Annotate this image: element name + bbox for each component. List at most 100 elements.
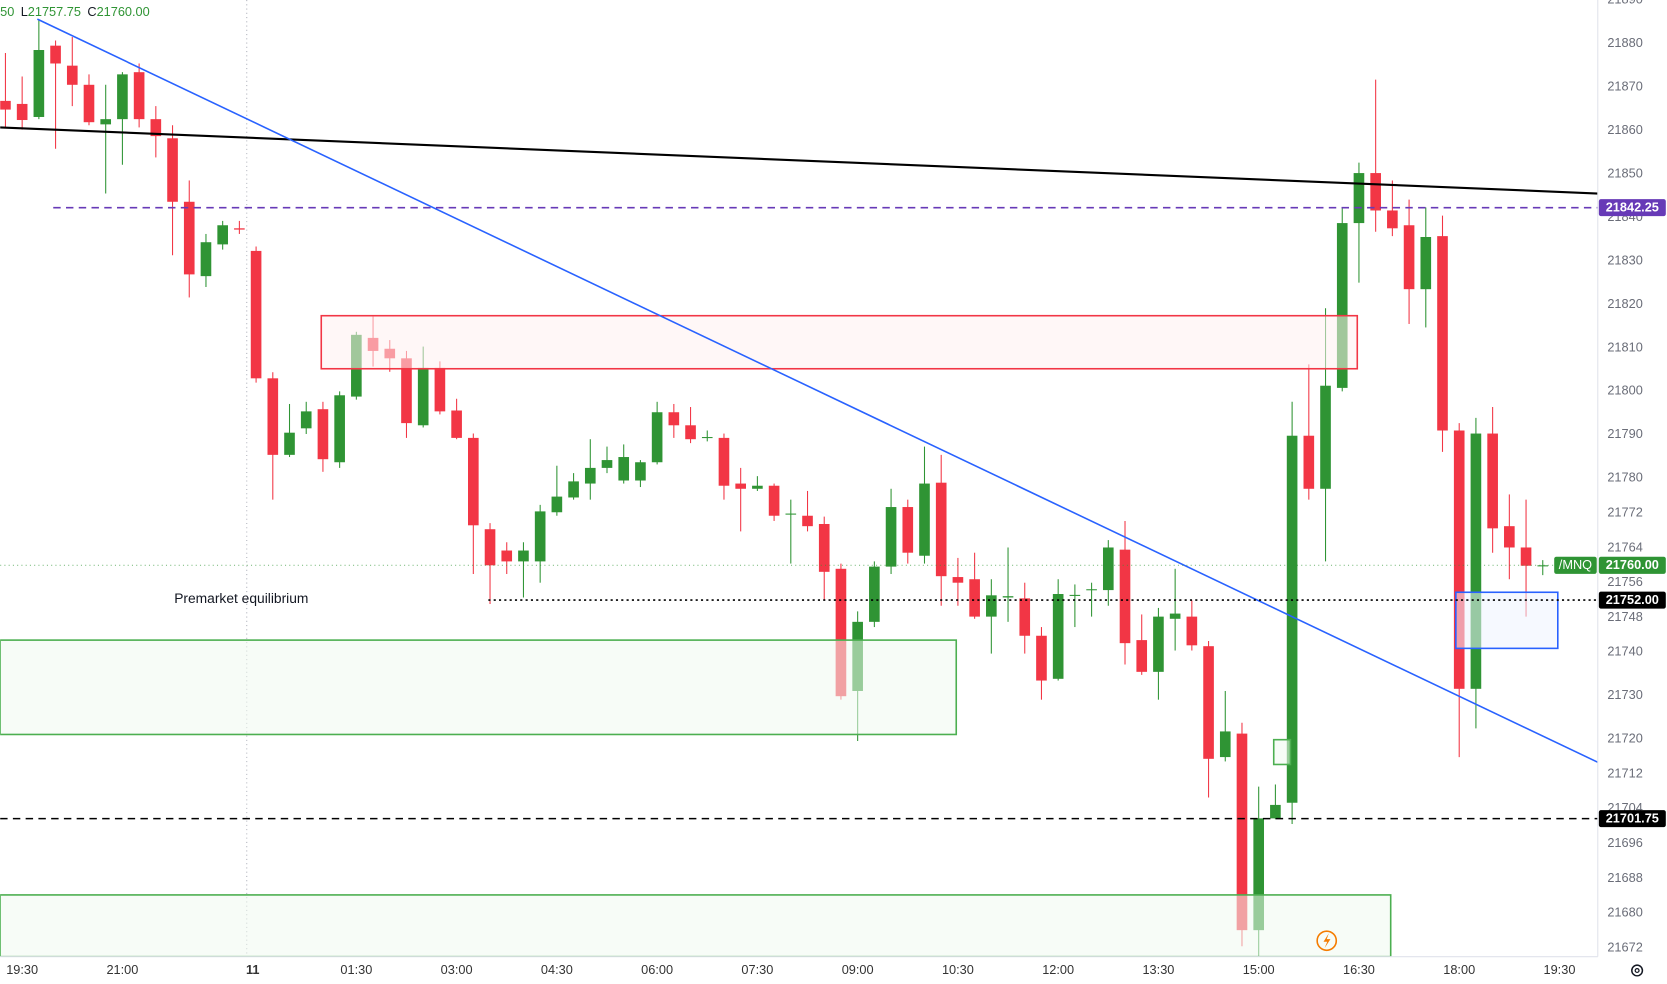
candle-body (802, 515, 813, 527)
candle-body (1036, 635, 1047, 681)
zone (320, 314, 1359, 370)
y-tick-label: 21764 (1607, 539, 1642, 554)
price-tag (1598, 556, 1666, 574)
candle-body (284, 432, 295, 455)
candle-body (1487, 433, 1498, 529)
trendline (0, 126, 1598, 195)
header-low-label: L (21, 4, 28, 19)
x-tick-label: 19:30 (1544, 962, 1576, 977)
candle-body (601, 460, 613, 468)
candle-body (183, 201, 195, 275)
y-tick-label: 21680 (1607, 905, 1642, 920)
y-tick-label: 21756 (1607, 574, 1642, 589)
candle-body (317, 409, 329, 460)
candle-body (969, 579, 980, 617)
y-tick-label: 21748 (1607, 609, 1642, 624)
candle-body (1453, 430, 1465, 689)
symbol-tag-label: /MNQ (1559, 557, 1592, 572)
candle-body (1069, 594, 1081, 596)
candle-body (1470, 433, 1482, 689)
candle-body (434, 367, 446, 412)
y-tick-label: 21740 (1607, 644, 1642, 659)
settings-icon[interactable] (1631, 964, 1644, 977)
candle-body (1169, 613, 1181, 619)
candle-body (117, 74, 128, 120)
candle-body (1336, 223, 1348, 388)
x-tick-label: 03:00 (441, 962, 473, 977)
candle-body (417, 367, 429, 426)
candle-body (1002, 596, 1014, 598)
candle-body (150, 119, 162, 137)
price-tag (1598, 591, 1666, 609)
candle-body (1052, 594, 1064, 679)
axes: 2167221680216882169621704217122172021730… (6, 0, 1666, 977)
x-tick-label: 18:00 (1443, 962, 1475, 977)
candle-body (451, 410, 462, 438)
x-tick-label: 04:30 (541, 962, 573, 977)
y-tick-label: 21772 (1607, 505, 1642, 520)
candle-body (584, 467, 596, 484)
x-tick-label: 15:00 (1243, 962, 1275, 977)
candle-body (1537, 565, 1549, 567)
candle-body (200, 242, 212, 277)
alert-icon[interactable] (1316, 930, 1338, 952)
x-tick-label: 10:30 (942, 962, 974, 977)
y-tick-label: 21800 (1607, 383, 1642, 398)
candle-body (752, 485, 763, 489)
candle-body (66, 65, 78, 85)
price-tag-label: 21752.00 (1606, 592, 1659, 607)
x-tick-label: 06:00 (641, 962, 673, 977)
candle-body (1286, 435, 1298, 803)
price-tag (1598, 810, 1666, 828)
x-tick-label: 21:00 (106, 962, 138, 977)
candle-body (1403, 225, 1415, 290)
candle-body (635, 462, 646, 481)
header-tail: 50 (0, 4, 14, 19)
candle-body (0, 100, 11, 110)
candle-body (1203, 646, 1214, 759)
candle-body (1253, 818, 1265, 931)
x-tick-label: 19:30 (6, 962, 38, 977)
candle-body (167, 138, 178, 202)
ohlc-header: 50 L21757.75 C21760.00 (0, 4, 150, 19)
zone (1455, 591, 1559, 650)
x-tick-label: 12:00 (1042, 962, 1074, 977)
candle-body (1153, 616, 1164, 672)
candle-body (1186, 616, 1198, 646)
candle-body (818, 523, 830, 572)
y-tick-label: 21790 (1607, 426, 1642, 441)
candle-body (1370, 173, 1381, 211)
candle-body (685, 425, 696, 440)
candle-body (735, 483, 746, 489)
y-tick-label: 21688 (1607, 870, 1642, 885)
zone (0, 639, 958, 736)
y-tick-label: 21880 (1607, 35, 1642, 50)
annotation: Premarket equilibrium (174, 590, 308, 606)
candle-body (869, 566, 880, 622)
y-tick-label: 21672 (1607, 939, 1642, 954)
candle-body (250, 250, 262, 379)
price-tag-label: 21760.00 (1606, 557, 1659, 572)
candle-body (300, 411, 312, 429)
header-close-label: C (87, 4, 96, 19)
price-tag-label: 21701.75 (1606, 811, 1659, 826)
zone (0, 894, 1392, 957)
x-tick-label: 13:30 (1142, 962, 1174, 977)
candle-body (768, 485, 780, 516)
x-tick-label: 09:00 (842, 962, 874, 977)
candle-body (701, 437, 713, 439)
symbol-tag (1554, 556, 1597, 574)
y-tick-label: 21720 (1607, 731, 1642, 746)
candle-body (568, 481, 579, 498)
candle-body (935, 482, 947, 577)
price-tag-label: 21842.25 (1606, 200, 1659, 215)
candle-body (518, 550, 529, 562)
candle-body (1270, 804, 1281, 819)
candle-body (718, 437, 730, 486)
candle-body (83, 84, 95, 123)
candle-body (16, 103, 28, 121)
zone (1272, 738, 1292, 766)
y-tick-label: 21890 (1607, 0, 1642, 6)
